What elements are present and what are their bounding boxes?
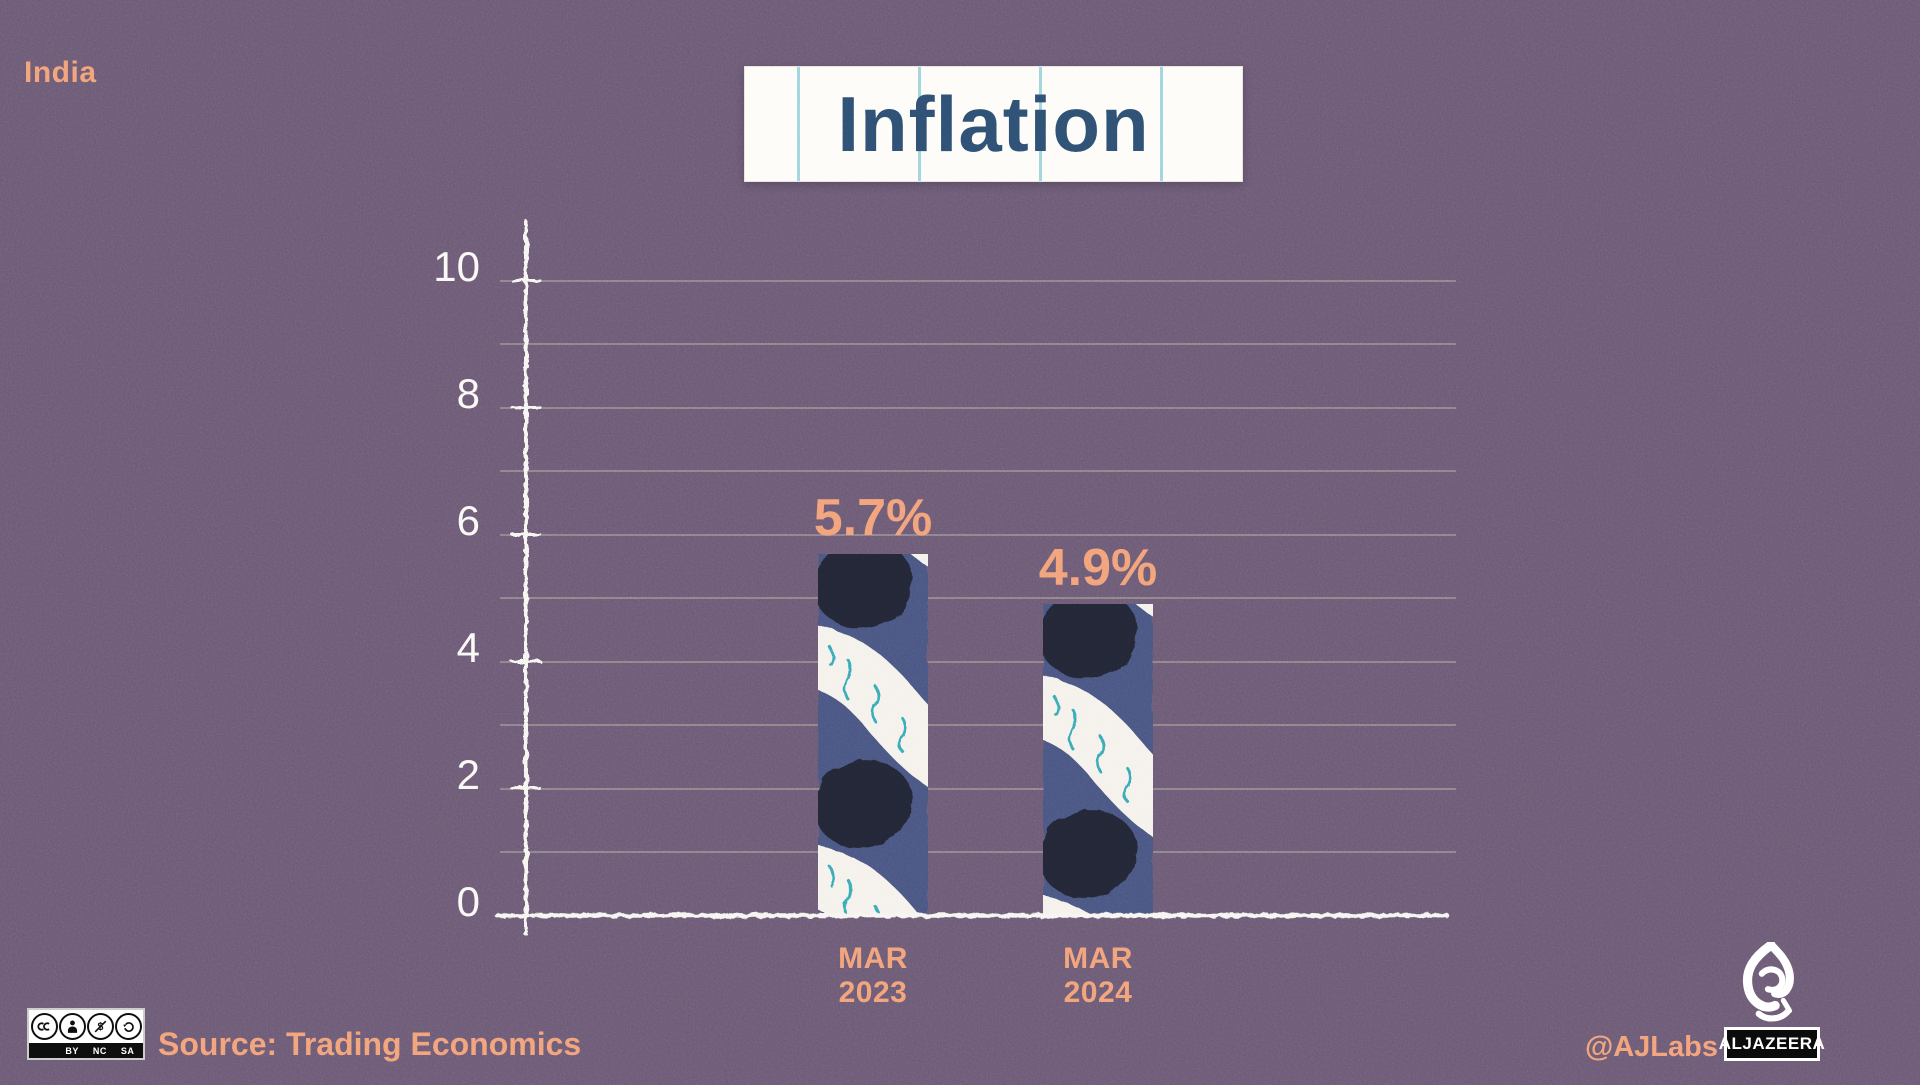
cc-term-by: BY xyxy=(65,1045,79,1056)
attribution-person-icon xyxy=(58,1013,86,1040)
cc-term-sa: SA xyxy=(120,1045,135,1056)
cc-icon-row: $ xyxy=(29,1010,143,1043)
x-label-line1: MAR xyxy=(1063,942,1133,975)
x-axis-label-mar-2023: MAR 2023 xyxy=(763,942,983,1010)
bar-value-label-2024: 4.9% xyxy=(1038,539,1158,597)
x-label-line2: 2024 xyxy=(1063,976,1133,1009)
cc-term-nc: NC xyxy=(92,1045,107,1056)
ajlabs-credit: @AJLabs xyxy=(1584,1031,1718,1063)
cc-license-badge: $ BY NC SA xyxy=(27,1008,145,1060)
non-commercial-dollar-icon: $ xyxy=(86,1013,114,1040)
bar-value-label-2023: 5.7% xyxy=(813,489,933,547)
x-label-line2: 2023 xyxy=(838,976,908,1009)
aljazeera-wordmark: ALJAZEERA xyxy=(1719,1027,1825,1061)
cc-circle-icon xyxy=(30,1013,58,1040)
x-label-line1: MAR xyxy=(838,942,908,975)
share-alike-arrow-icon xyxy=(114,1013,142,1040)
source-attribution: Source: Trading Economics xyxy=(158,1026,582,1062)
al-jazeera-flame-logo xyxy=(1742,942,1794,1022)
x-axis-label-mar-2024: MAR 2024 xyxy=(988,942,1208,1010)
cc-license-terms: BY NC SA xyxy=(29,1043,143,1058)
